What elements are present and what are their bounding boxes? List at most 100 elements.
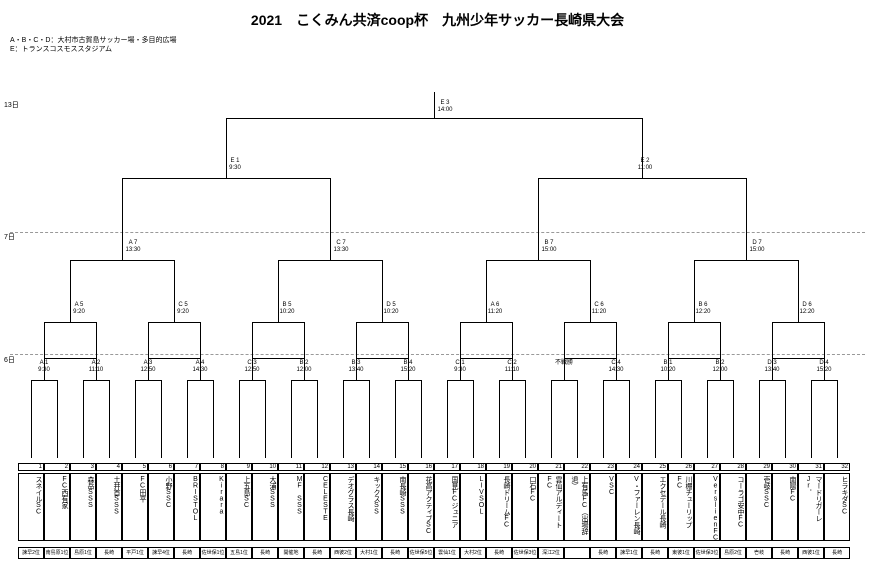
team-number: 5 xyxy=(122,463,148,471)
team-name: キックスSS xyxy=(356,473,382,541)
team-col: 4土井首SSS xyxy=(96,463,122,541)
team-name: 南長崎SSS xyxy=(382,473,408,541)
team-number: 22 xyxy=(564,463,590,471)
qualifier-row: 諫早2位南島原1位島原1位長崎平戸1位諫早4位長崎佐世保1位五島1位長崎開催地長… xyxy=(18,547,850,559)
r1-match: A 4 14:30 xyxy=(182,360,218,373)
team-col: 12CELESTE xyxy=(304,463,330,541)
qualifier-cell: 諫早1位 xyxy=(616,547,642,559)
qualifier-cell: 西彼2位 xyxy=(330,547,356,559)
team-col: 17国見FCジュニア xyxy=(434,463,460,541)
team-number: 31 xyxy=(798,463,824,471)
qualifier-cell: 島原1位 xyxy=(70,547,96,559)
team-col: 31 マードリガーレJr． xyxy=(798,463,824,541)
team-col: 11MF SSS xyxy=(278,463,304,541)
team-col: 16花高アクティブSC xyxy=(408,463,434,541)
round-13-label: 13日 xyxy=(4,100,19,110)
team-name: VSC xyxy=(590,473,616,541)
qualifier-cell: 南島原1位 xyxy=(44,547,70,559)
team-name: 国見FCジュニア xyxy=(434,473,460,541)
team-number: 3 xyxy=(70,463,96,471)
qualifier-cell: 平戸1位 xyxy=(122,547,148,559)
team-col: 14キックスSS xyxy=(356,463,382,541)
team-col: 27 VerslienFC xyxy=(694,463,720,541)
qualifier-cell: 雲仙1位 xyxy=(434,547,460,559)
qualifier-cell: 長崎 xyxy=(252,547,278,559)
team-name: Kirara xyxy=(200,473,226,541)
divider-1 xyxy=(10,232,865,233)
team-col: 1スネイルSC xyxy=(18,463,44,541)
team-number: 25 xyxy=(642,463,668,471)
team-name: 上五島SC xyxy=(226,473,252,541)
team-number: 12 xyxy=(304,463,330,471)
team-number: 15 xyxy=(382,463,408,471)
qualifier-cell: 壱岐 xyxy=(746,547,772,559)
team-name: コーラゴ安中FC xyxy=(720,473,746,541)
team-number: 23 xyxy=(590,463,616,471)
team-number: 10 xyxy=(252,463,278,471)
team-col: 3森岳SSS xyxy=(70,463,96,541)
team-number: 26 xyxy=(668,463,694,471)
qualifier-cell: 島原2位 xyxy=(720,547,746,559)
qf-b7: B 7 15:00 xyxy=(529,240,569,253)
r2-b5: B 5 10:20 xyxy=(269,302,305,315)
team-number: 1 xyxy=(18,463,44,471)
qualifier-cell: 西彼1位 xyxy=(798,547,824,559)
qf-a7: A 7 13:30 xyxy=(113,240,153,253)
team-number: 16 xyxy=(408,463,434,471)
team-name: 雲仙アルディートFC xyxy=(538,473,564,541)
team-name: 上有馬FC（出場辞退） xyxy=(564,473,590,541)
qualifier-cell xyxy=(564,547,590,559)
team-number: 20 xyxy=(512,463,538,471)
team-col: 13デオグラス長崎 xyxy=(330,463,356,541)
r1-match: A 2 11:10 xyxy=(78,360,114,373)
qualifier-cell: 長崎 xyxy=(96,547,122,559)
qf-d7: D 7 15:00 xyxy=(737,240,777,253)
team-col: 18LIVSOL xyxy=(460,463,486,541)
team-col: 8 Kirara xyxy=(200,463,226,541)
team-number: 29 xyxy=(746,463,772,471)
team-col: 30 南陽FC xyxy=(772,463,798,541)
r1-match: C 1 9:30 xyxy=(442,360,478,373)
semi1-label: E 1 9:30 xyxy=(215,158,255,171)
team-name: 口石FC xyxy=(512,473,538,541)
team-name: 南陽FC xyxy=(772,473,798,541)
semi2-label: E 2 11:00 xyxy=(625,158,665,171)
team-name: BRISTOL xyxy=(174,473,200,541)
team-number: 30 xyxy=(772,463,798,471)
qualifier-cell: 長崎 xyxy=(486,547,512,559)
qualifier-cell: 長崎 xyxy=(174,547,200,559)
team-number: 27 xyxy=(694,463,720,471)
team-col: 32ヒラキダSC xyxy=(824,463,850,541)
r1-match: C 3 12:50 xyxy=(234,360,270,373)
divider-2 xyxy=(10,354,865,355)
qualifier-cell: 五島1位 xyxy=(226,547,252,559)
team-name: マードリガーレJr． xyxy=(798,473,824,541)
team-col: 24V・ファーレン長崎 xyxy=(616,463,642,541)
qualifier-cell: 佐世保5位 xyxy=(408,547,434,559)
r1-match: C 2 11:10 xyxy=(494,360,530,373)
r1-match: D 3 13:40 xyxy=(754,360,790,373)
qualifier-cell: 諫早4位 xyxy=(148,547,174,559)
team-col: 2FC西有家 xyxy=(44,463,70,541)
team-name: ヒラキダSC xyxy=(824,473,850,541)
team-name: 壱岐SSC xyxy=(746,473,772,541)
qualifier-cell: 長崎 xyxy=(772,547,798,559)
qualifier-cell: 長崎 xyxy=(824,547,850,559)
team-col: 20 口石FC xyxy=(512,463,538,541)
r1-match: B 2 12:00 xyxy=(286,360,322,373)
team-name: VerslienFC xyxy=(694,473,720,541)
team-name: FC西有家 xyxy=(44,473,70,541)
qualifier-cell: 諫早2位 xyxy=(18,547,44,559)
team-name: 土井首SSS xyxy=(96,473,122,541)
r1-match: C 4 14:30 xyxy=(598,360,634,373)
team-number: 8 xyxy=(200,463,226,471)
qualifier-cell: 大村1位 xyxy=(356,547,382,559)
final-label: E 3 14:00 xyxy=(425,100,465,113)
r1-match: B 3 13:40 xyxy=(338,360,374,373)
qf-c7: C 7 13:30 xyxy=(321,240,361,253)
team-col: 22 上有馬FC（出場辞退） xyxy=(564,463,590,541)
team-name: LIVSOL xyxy=(460,473,486,541)
r1-match: A 1 9:30 xyxy=(26,360,62,373)
team-name: FC田平 xyxy=(122,473,148,541)
r2-a5: A 5 9:20 xyxy=(61,302,97,315)
